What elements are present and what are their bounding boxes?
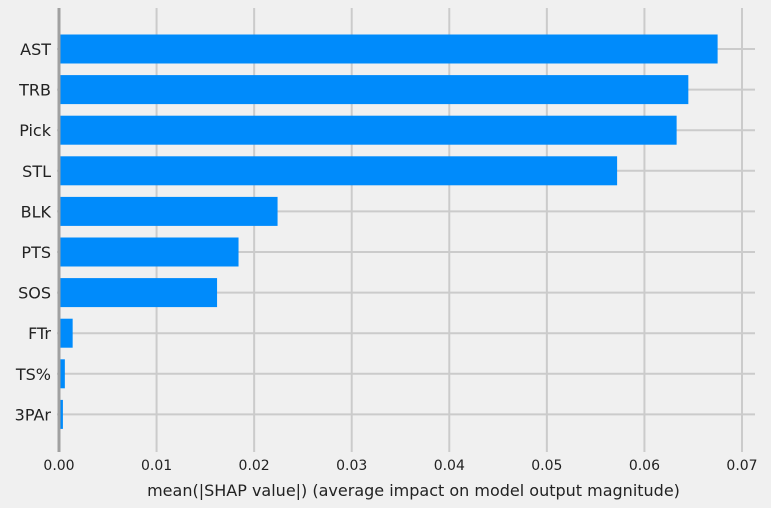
bar-ast (59, 34, 718, 64)
category-label: FTr (28, 324, 51, 343)
category-label: AST (20, 40, 51, 59)
x-tick-label: 0.05 (531, 458, 562, 474)
category-label: PTS (21, 243, 51, 262)
grid-layer (57, 8, 755, 452)
x-tick-label: 0.00 (43, 458, 74, 474)
category-label: Pick (19, 121, 52, 140)
bar-pick (59, 115, 677, 145)
x-tick-label: 0.04 (434, 458, 465, 474)
category-label: STL (22, 162, 51, 181)
bar-pts (59, 237, 239, 267)
bar-ftr (59, 318, 73, 348)
bar-blk (59, 196, 278, 226)
bar-trb (59, 75, 689, 105)
label-layer: AST TRB Pick STL BLK PTS SOS FTr TS% 3PAr 0.00 0.01… (15, 40, 758, 474)
category-label: BLK (21, 202, 52, 221)
bar-sos (59, 278, 218, 308)
category-label: SOS (18, 284, 51, 303)
category-label: TS% (15, 365, 51, 384)
x-tick-label: 0.07 (726, 458, 757, 474)
bar-stl (59, 156, 618, 186)
x-tick-label: 0.02 (239, 458, 270, 474)
bar-ts- (59, 359, 65, 389)
x-tick-label: 0.01 (141, 458, 172, 474)
category-label: 3PAr (15, 405, 52, 424)
category-label: TRB (18, 81, 51, 100)
x-tick-label: 0.06 (629, 458, 660, 474)
x-axis-title: mean(|SHAP value|) (average impact on mo… (147, 481, 680, 500)
bar-3par (59, 399, 63, 429)
x-tick-label: 0.03 (336, 458, 367, 474)
bar-layer (59, 34, 718, 429)
